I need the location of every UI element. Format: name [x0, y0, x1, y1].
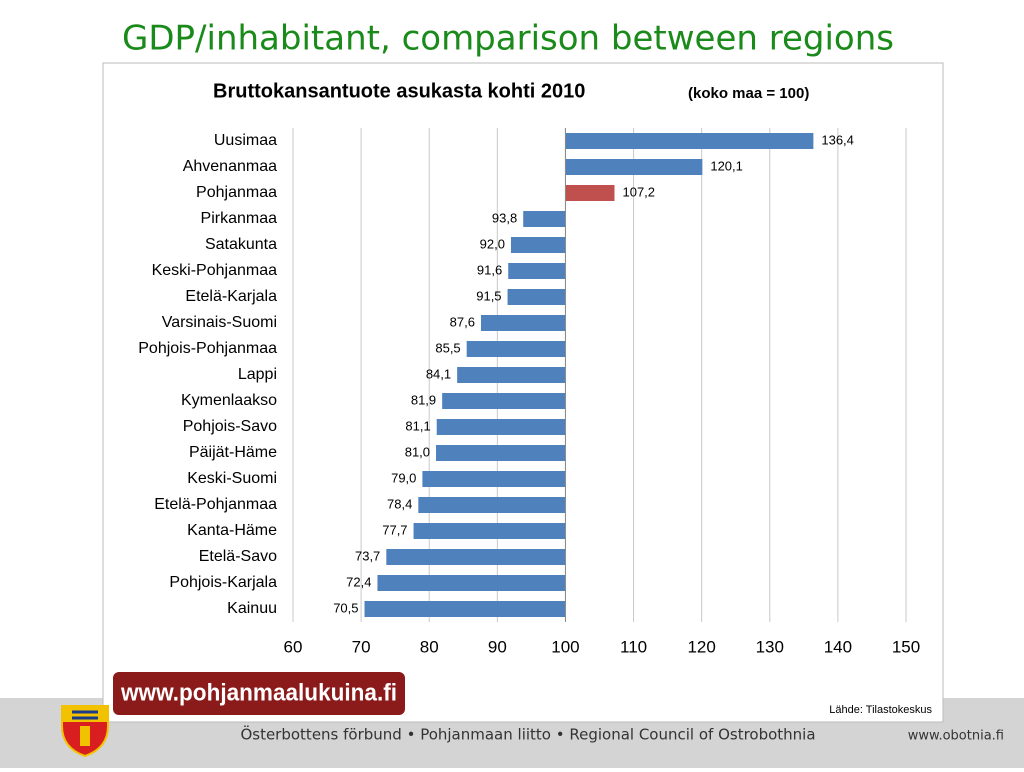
x-tick-label: 120: [687, 637, 715, 656]
category-label: Etelä-Karjala: [185, 288, 277, 305]
footer-url: www.obotnia.fi: [908, 729, 1004, 744]
bar: [565, 159, 703, 175]
x-tick-label: 90: [488, 637, 507, 656]
category-label: Kymenlaakso: [181, 392, 277, 409]
slide-title: GDP/inhabitant, comparison between regio…: [122, 19, 894, 59]
category-label: Ahvenanmaa: [183, 158, 277, 175]
x-tick-label: 110: [620, 637, 647, 656]
category-label: Kanta-Häme: [187, 522, 277, 539]
category-label: Satakunta: [205, 236, 277, 253]
value-label: 77,7: [382, 522, 407, 537]
value-label: 120,1: [710, 158, 743, 173]
bar: [377, 575, 566, 591]
chart-title: Bruttokansantuote asukasta kohti 2010: [213, 80, 585, 102]
value-label: 91,6: [477, 262, 502, 277]
bar: [565, 185, 615, 201]
category-label: Keski-Suomi: [187, 470, 277, 487]
bar: [466, 341, 566, 357]
category-label: Kainuu: [227, 600, 277, 617]
category-label: Päijät-Häme: [189, 444, 277, 461]
bar: [565, 133, 814, 149]
bar: [442, 393, 566, 409]
banner-text: www.pohjanmaalukuina.fi: [120, 679, 397, 706]
bar: [508, 263, 566, 279]
value-label: 72,4: [346, 574, 371, 589]
category-label: Etelä-Savo: [199, 548, 277, 565]
category-label: Keski-Pohjanmaa: [152, 262, 278, 279]
value-label: 78,4: [387, 496, 412, 511]
category-label: Pohjois-Savo: [183, 418, 277, 435]
value-label: 93,8: [492, 210, 517, 225]
x-tick-label: 80: [420, 637, 439, 656]
bar: [436, 445, 566, 461]
x-tick-label: 140: [824, 637, 852, 656]
bar: [480, 315, 566, 331]
coat-of-arms: [61, 705, 109, 758]
x-tick-label: 60: [284, 637, 303, 656]
source: Lähde: Tilastokeskus: [829, 704, 932, 716]
bar: [413, 523, 566, 539]
category-label: Pohjois-Pohjanmaa: [138, 340, 277, 357]
footer-text: Österbottens förbund • Pohjanmaan liitto…: [240, 725, 815, 744]
bar: [507, 289, 566, 305]
x-tick-label: 130: [756, 637, 784, 656]
value-label: 107,2: [622, 184, 655, 199]
bar: [386, 549, 566, 565]
category-label: Etelä-Pohjanmaa: [154, 496, 277, 513]
x-tick-label: 70: [352, 637, 371, 656]
bar: [422, 471, 566, 487]
banner-box: [113, 672, 405, 715]
x-tick-label: 150: [892, 637, 920, 656]
value-label: 81,1: [405, 418, 430, 433]
category-label: Pohjanmaa: [196, 184, 277, 201]
value-label: 92,0: [480, 236, 505, 251]
category-label: Pohjois-Karjala: [169, 574, 277, 591]
bar: [457, 367, 566, 383]
value-label: 84,1: [426, 366, 451, 381]
category-label: Pirkanmaa: [201, 210, 278, 227]
category-label: Uusimaa: [214, 132, 277, 149]
value-label: 81,0: [405, 444, 430, 459]
value-label: 87,6: [450, 314, 475, 329]
category-label: Varsinais-Suomi: [162, 314, 277, 331]
value-label: 73,7: [355, 548, 380, 563]
value-label: 85,5: [435, 340, 460, 355]
value-label: 136,4: [821, 132, 854, 147]
chart-subtitle: (koko maa = 100): [688, 85, 809, 102]
value-label: 79,0: [391, 470, 416, 485]
value-label: 91,5: [476, 288, 501, 303]
plot: 60 70 80 90 100 110 120 130 140 150 Uusimaa 136,4 Ah…: [138, 128, 920, 656]
value-label: 70,5: [333, 600, 358, 615]
category-label: Lappi: [238, 366, 277, 383]
bar: [436, 419, 566, 435]
bar: [523, 211, 566, 227]
x-tick-label: 100: [551, 637, 579, 656]
value-label: 81,9: [411, 392, 436, 407]
bar: [510, 237, 566, 253]
bar: [418, 497, 566, 513]
bar: [364, 601, 566, 617]
